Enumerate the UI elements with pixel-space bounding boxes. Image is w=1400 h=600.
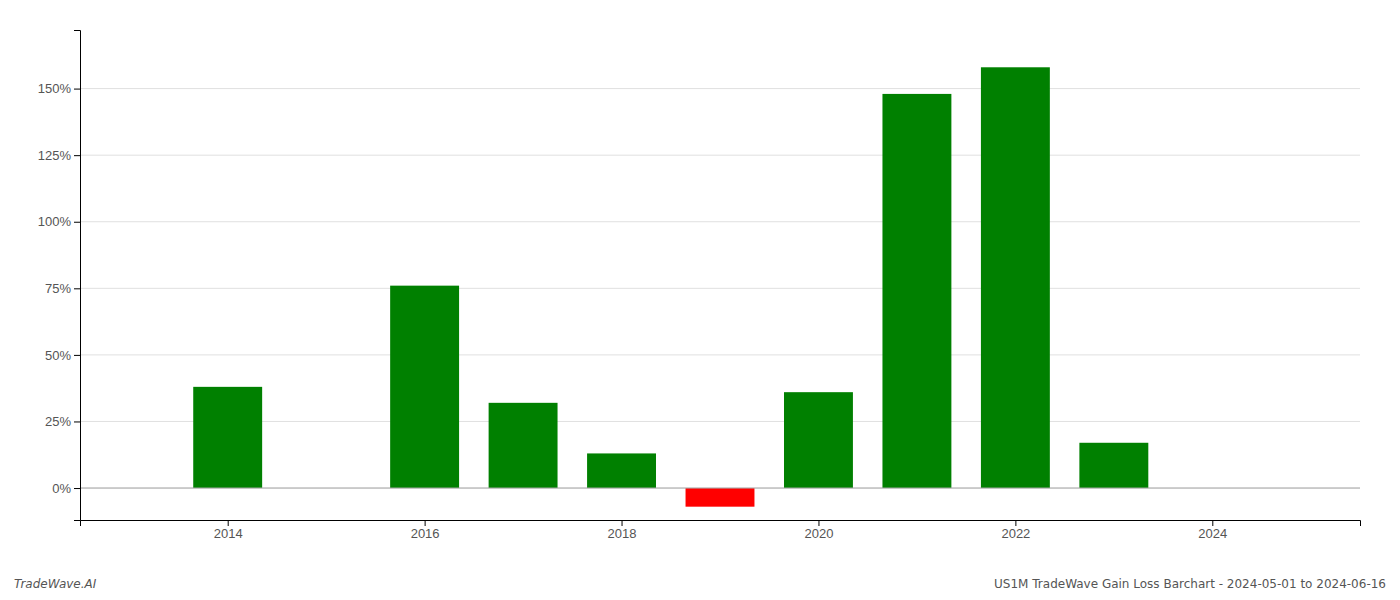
y-tick-mark xyxy=(74,155,80,156)
y-axis: 0% 25% 50% 75% 100% 125% 150% xyxy=(38,31,81,521)
x-axis-line xyxy=(81,521,1361,527)
x-tick-label: 2022 xyxy=(1001,526,1030,541)
y-tick-label: 50% xyxy=(45,348,71,363)
grid xyxy=(80,89,1360,488)
bar xyxy=(686,488,755,507)
grid-line xyxy=(80,221,1360,222)
x-tick-label: 2014 xyxy=(214,526,243,541)
chart: 0%25%50%75%100%125%150%20142016201820202… xyxy=(0,0,1400,600)
x-tick-mark xyxy=(818,520,819,526)
y-tick: 25% xyxy=(45,414,80,429)
x-tick-label: 2024 xyxy=(1198,526,1227,541)
y-tick-mark xyxy=(74,89,80,90)
y-tick-label: 100% xyxy=(38,214,72,229)
grid-line xyxy=(80,421,1360,422)
grid-line xyxy=(80,488,1360,489)
x-tick: 2024 xyxy=(1198,520,1227,541)
x-tick-label: 2018 xyxy=(608,526,637,541)
y-tick: 100% xyxy=(38,214,80,229)
x-tick-mark xyxy=(1212,520,1213,526)
bars xyxy=(193,67,1148,506)
x-axis: 2014 2016 2018 2020 2022 2024 xyxy=(81,520,1361,541)
grid-line xyxy=(80,155,1360,156)
y-tick: 150% xyxy=(38,81,80,96)
y-tick-mark xyxy=(74,222,80,223)
y-tick-mark xyxy=(74,355,80,356)
x-tick: 2022 xyxy=(1001,520,1030,541)
bar xyxy=(193,387,262,488)
x-tick-mark xyxy=(425,520,426,526)
x-tick-label: 2016 xyxy=(411,526,440,541)
x-tick-mark xyxy=(228,520,229,526)
bar xyxy=(489,403,558,488)
grid-line xyxy=(80,288,1360,289)
y-tick: 50% xyxy=(45,348,80,363)
y-axis-line xyxy=(74,31,81,521)
grid-line xyxy=(80,88,1360,89)
bar xyxy=(784,392,853,488)
y-tick-mark xyxy=(74,288,80,289)
bar xyxy=(587,453,656,488)
footer-right: US1M TradeWave Gain Loss Barchart - 2024… xyxy=(994,577,1386,591)
y-tick-label: 0% xyxy=(52,481,71,496)
bar xyxy=(882,94,951,488)
baseline xyxy=(80,488,1360,489)
bar xyxy=(390,286,459,488)
y-tick-mark xyxy=(74,421,80,422)
y-tick-label: 150% xyxy=(38,81,72,96)
y-tick-label: 75% xyxy=(45,281,71,296)
x-tick: 2014 xyxy=(214,520,243,541)
grid-line xyxy=(80,354,1360,355)
x-tick-label: 2020 xyxy=(805,526,834,541)
y-tick: 125% xyxy=(38,148,80,163)
bar xyxy=(1079,443,1148,488)
y-tick-label: 25% xyxy=(45,414,71,429)
plot-area: 0%25%50%75%100%125%150%20142016201820202… xyxy=(38,31,1361,542)
x-tick: 2018 xyxy=(608,520,637,541)
footer-left: TradeWave.AI xyxy=(14,577,97,591)
y-tick-label: 125% xyxy=(38,148,72,163)
x-tick: 2020 xyxy=(805,520,834,541)
y-tick: 0% xyxy=(52,481,80,496)
bar xyxy=(981,67,1050,488)
x-tick-mark xyxy=(622,520,623,526)
x-tick-mark xyxy=(1015,520,1016,526)
x-tick: 2016 xyxy=(411,520,440,541)
y-tick: 75% xyxy=(45,281,80,296)
y-tick-mark xyxy=(74,488,80,489)
